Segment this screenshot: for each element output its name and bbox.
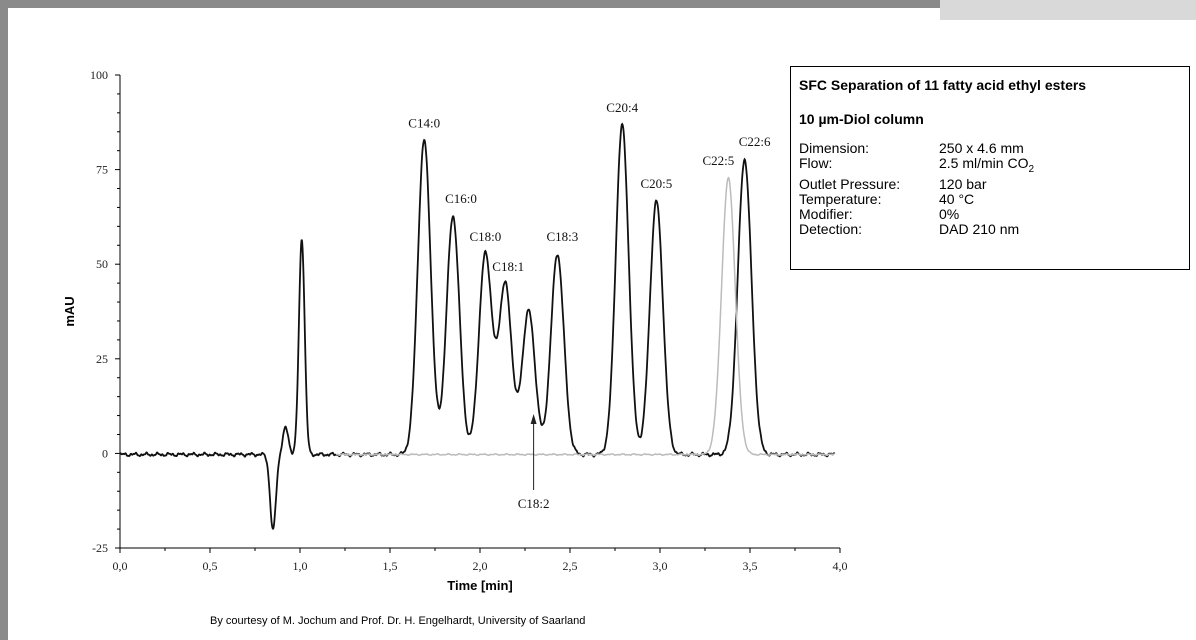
spec-row: Detection: DAD 210 nm xyxy=(799,220,1181,237)
chart-peak-labels: C14:0 C16:0 C18:0 C18:1 C18:2 C18:3 C20:4 C20:5… xyxy=(408,100,771,511)
peak-label: C18:0 xyxy=(470,229,502,244)
spec-row: Temperature: 40 °C xyxy=(799,190,1181,207)
spec-label: Temperature: xyxy=(799,190,882,207)
spec-value: DAD 210 nm xyxy=(939,220,1020,237)
chart-axes: 0,0 0,5 1,0 1,5 2,0 2,5 3,0 3,5 4,0 100 75 50 25 0 -25 xyxy=(90,68,848,573)
spec-value-subscript: 2 xyxy=(1028,163,1035,175)
peak-label: C20:4 xyxy=(606,100,638,115)
spec-row: Flow: 2.5 ml/min CO2 xyxy=(799,156,1181,177)
x-axis-title: Time [min] xyxy=(447,578,513,593)
info-title: SFC Separation of 11 fatty acid ethyl es… xyxy=(799,77,1087,93)
peak-label: C18:2 xyxy=(518,496,550,511)
y-tick-label: 100 xyxy=(90,68,108,82)
x-tick-label: 3,5 xyxy=(743,559,758,573)
spec-row: Outlet Pressure: 120 bar xyxy=(799,175,1181,192)
spec-value: 250 x 4.6 mm xyxy=(939,141,1024,156)
x-tick-label: 0,0 xyxy=(113,559,128,573)
x-tick-label: 2,5 xyxy=(563,559,578,573)
y-tick-label: 50 xyxy=(96,257,108,271)
frame-tab xyxy=(940,0,1196,20)
spec-list: Dimension: 250 x 4.6 mm Flow: 2.5 ml/min CO… xyxy=(799,141,1181,237)
chart-traces xyxy=(119,122,836,531)
peak-label: C22:5 xyxy=(703,153,735,168)
peak-label: C18:3 xyxy=(547,229,579,244)
peak-label: C14:0 xyxy=(408,115,440,130)
y-tick-label: 75 xyxy=(96,163,108,177)
spec-value: 0% xyxy=(939,205,960,222)
y-axis-title: mAU xyxy=(62,296,77,326)
spec-label: Flow: xyxy=(799,155,833,171)
spec-value-text: 40 °C xyxy=(939,190,975,207)
frame-left-border xyxy=(0,0,8,640)
y-tick-label: 25 xyxy=(96,352,108,366)
peak-label: C22:6 xyxy=(739,134,771,149)
spec-value-text: DAD 210 nm xyxy=(939,220,1020,237)
trace-line xyxy=(335,176,835,457)
x-tick-label: 0,5 xyxy=(203,559,218,573)
x-tick-label: 3,0 xyxy=(653,559,668,573)
x-tick-label: 1,0 xyxy=(293,559,308,573)
spec-label: Detection: xyxy=(799,220,863,237)
spec-value: 40 °C xyxy=(939,190,975,207)
y-tick-label: 0 xyxy=(102,446,108,460)
spec-value: 2.5 ml/min CO2 xyxy=(939,156,1034,177)
c18-2-arrow-head xyxy=(530,414,537,424)
spec-value-text: 0% xyxy=(939,205,960,222)
spec-label: Modifier: xyxy=(799,205,853,222)
method-info-box: SFC Separation of 11 fatty acid ethyl es… xyxy=(790,66,1190,270)
spec-value-text: 2.5 ml/min CO xyxy=(939,155,1029,171)
trace-line xyxy=(119,122,836,531)
x-tick-label: 2,0 xyxy=(473,559,488,573)
info-column-type: 10 µm-Diol column xyxy=(799,111,924,127)
credit-line: By courtesy of M. Jochum and Prof. Dr. H… xyxy=(210,615,586,627)
spec-row: Modifier: 0% xyxy=(799,205,1181,222)
spec-label: Outlet Pressure: xyxy=(799,175,901,192)
peak-label: C18:1 xyxy=(492,259,524,274)
peak-label: C16:0 xyxy=(445,191,477,206)
frame-top-border xyxy=(0,0,1196,8)
spec-label: Dimension: xyxy=(799,140,870,156)
spec-value-text: 120 bar xyxy=(939,175,987,192)
peak-label: C20:5 xyxy=(641,176,673,191)
spec-value: 120 bar xyxy=(939,175,987,192)
x-tick-label: 1,5 xyxy=(383,559,398,573)
x-tick-label: 4,0 xyxy=(833,559,848,573)
spec-row: Dimension: 250 x 4.6 mm xyxy=(799,141,1181,156)
y-tick-label: -25 xyxy=(92,541,108,555)
spec-value-text: 250 x 4.6 mm xyxy=(939,140,1024,156)
